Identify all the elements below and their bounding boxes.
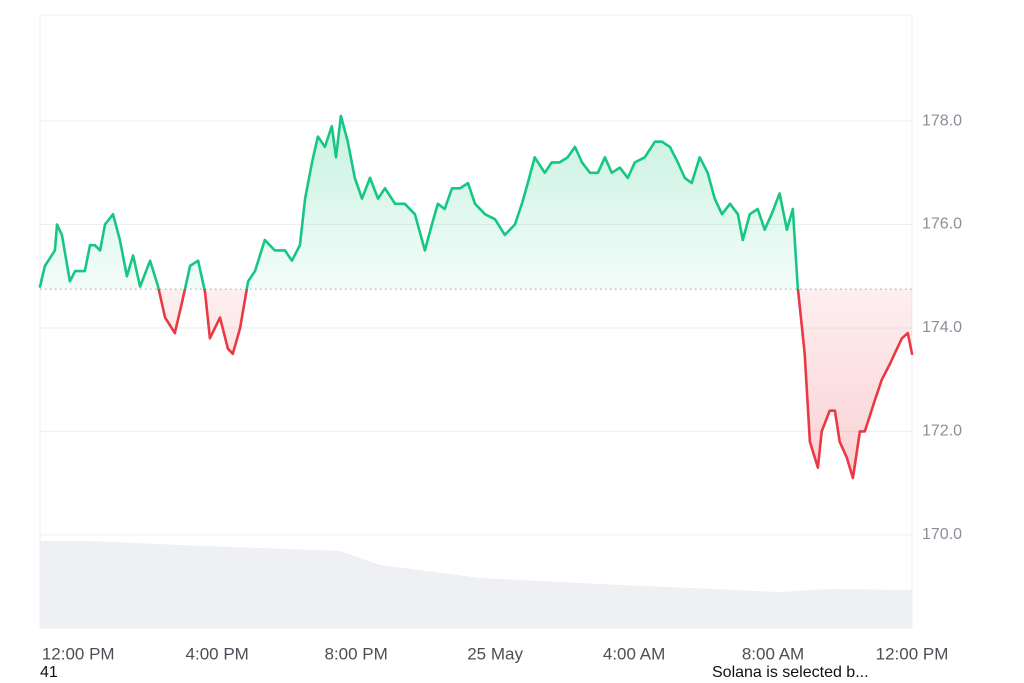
volume-area — [40, 541, 912, 628]
y-tick-label: 170.0 — [922, 526, 962, 543]
x-tick-label: 4:00 PM — [186, 644, 249, 663]
footer-right: Solana is selected b... — [712, 664, 869, 681]
footer-left: 41 — [40, 664, 58, 681]
y-tick-label: 176.0 — [922, 216, 962, 233]
y-tick-label: 174.0 — [922, 319, 962, 336]
x-tick-label: 8:00 AM — [742, 644, 804, 663]
y-tick-label: 172.0 — [922, 423, 962, 440]
x-tick-label: 12:00 PM — [876, 644, 949, 663]
y-tick-label: 178.0 — [922, 112, 962, 129]
x-tick-label: 25 May — [467, 644, 523, 663]
price-area — [40, 115, 912, 479]
x-tick-label: 4:00 AM — [603, 644, 665, 663]
x-tick-label: 8:00 PM — [324, 644, 387, 663]
x-tick-label: 12:00 PM — [42, 644, 115, 663]
price-line — [38, 114, 914, 480]
